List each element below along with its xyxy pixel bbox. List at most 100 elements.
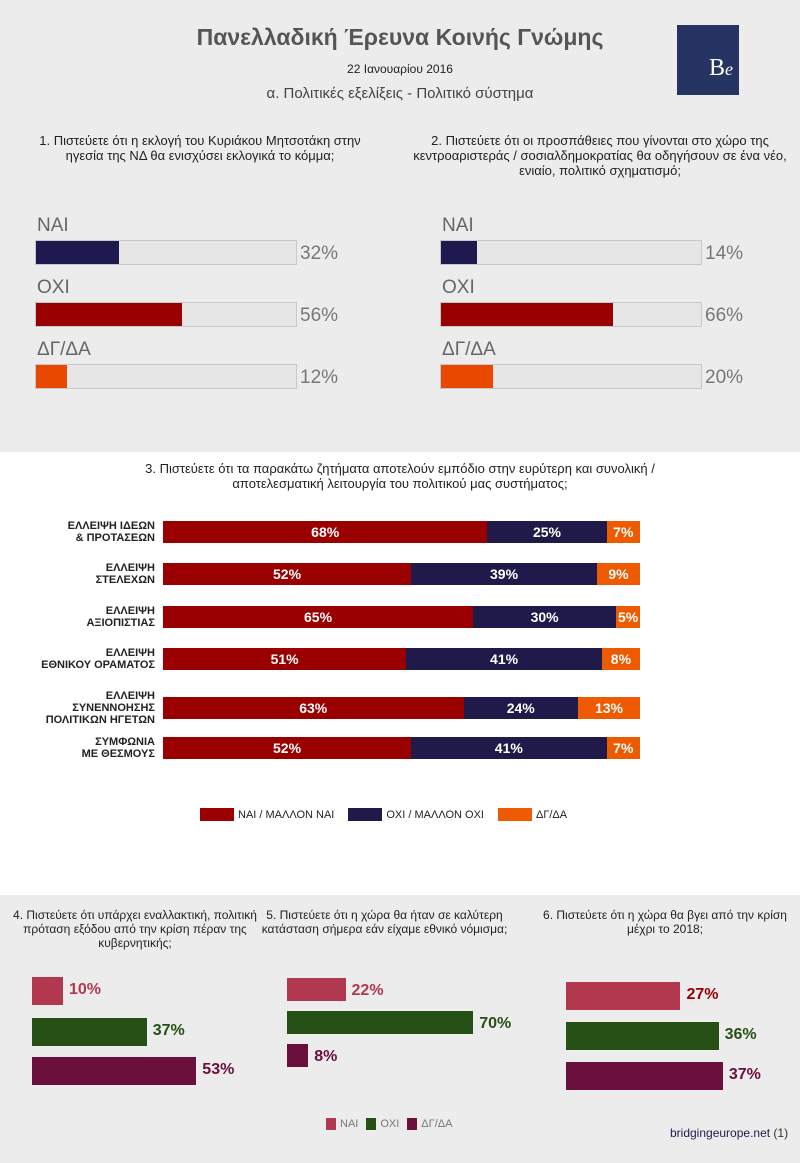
q5-value-label: 8% <box>314 1048 338 1065</box>
q5-value-label: 22% <box>351 982 384 999</box>
q3-row-label-line: ΣΤΕΛΕΧΩΝ <box>95 574 155 586</box>
legend-swatch <box>326 1118 336 1130</box>
legend-item: ΔΓ/ΔΑ <box>407 1118 452 1130</box>
survey-date: 22 Ιανουαρίου 2016 <box>347 62 453 76</box>
q1-bar <box>36 365 68 388</box>
q2-bar-track <box>440 302 702 327</box>
q2-bar <box>441 303 613 326</box>
legend-item: ΟΧΙ <box>366 1118 399 1130</box>
q3-stacked-bar: 51% 41% 8% <box>163 648 640 670</box>
q1-category-label: ΔΓ/ΔΑ <box>37 339 91 360</box>
q2-category-label: ΝΑΙ <box>442 215 474 236</box>
q3-row-label: ΣΥΜΦΩΝΙΑ ΜΕ ΘΕΣΜΟΥΣ <box>5 736 155 760</box>
q3-row-label-line: & ΠΡΟΤΑΣΕΩΝ <box>75 532 155 544</box>
q3-legend: ΝΑΙ / ΜΑΛΛΟΝ ΝΑΙ ΟΧΙ / ΜΑΛΛΟΝ ΟΧΙ ΔΓ/ΔΑ <box>200 808 567 821</box>
q3-stacked-bar: 52% 39% 9% <box>163 563 640 585</box>
legend-swatch <box>366 1118 377 1130</box>
legend-item: ΔΓ/ΔΑ <box>497 808 568 821</box>
q1-bar-track <box>35 302 297 327</box>
legend-label: ΔΓ/ΔΑ <box>535 808 568 821</box>
q2-bar-track <box>440 364 702 389</box>
q3-row-label-line: ΜΕ ΘΕΣΜΟΥΣ <box>81 748 155 760</box>
q3-row-label-line: ΑΞΙΟΠΙΣΤΙΑΣ <box>86 617 155 629</box>
q2-category-label: ΟΧΙ <box>442 277 475 298</box>
q3-row-label: ΕΛΛΕΙΨΗ ΣΥΝΕΝΝΟΗΣΗΣ ΠΟΛΙΤΙΚΩΝ ΗΓΕΤΩΝ <box>5 690 155 726</box>
q3-row-label-line: ΕΘΝΙΚΟΥ ΟΡΑΜΑΤΟΣ <box>41 659 155 671</box>
q3-segment: 65% <box>163 606 474 628</box>
q1-value-label: 32% <box>300 243 339 264</box>
q3-segment: 68% <box>163 521 488 543</box>
q3-panel <box>0 452 800 895</box>
q3-segment: 13% <box>577 697 640 719</box>
q3-row-label: ΕΛΛΕΙΨΗ ΕΘΝΙΚΟΥ ΟΡΑΜΑΤΟΣ <box>5 647 155 671</box>
q1-value-label: 12% <box>300 367 339 388</box>
logo: Be <box>677 25 739 95</box>
q2-value-label: 20% <box>705 367 744 388</box>
q3-title: 3. Πιστεύετε ότι τα παρακάτω ζητήματα απ… <box>145 461 655 491</box>
q4-bar <box>32 1057 197 1085</box>
legend-swatch <box>200 808 234 821</box>
q3-stacked-bar: 68% 25% 7% <box>163 521 640 543</box>
q6-value-label: 36% <box>724 1026 757 1043</box>
page-title: Πανελλαδική Έρευνα Κοινής Γνώμης <box>196 24 604 50</box>
q6-bar <box>566 1022 719 1050</box>
q4-title: 4. Πιστεύετε ότι υπάρχει εναλλακτική, πο… <box>13 908 257 950</box>
q3-segment: 52% <box>163 563 412 585</box>
source-link[interactable]: bridgingeurope.net <box>670 1126 771 1140</box>
q3-segment: 8% <box>601 648 640 670</box>
q2-bar-track <box>440 240 702 265</box>
q6-value-label: 27% <box>686 986 719 1003</box>
bottom-legend: ΝΑΙ ΟΧΙ ΔΓ/ΔΑ <box>326 1118 452 1130</box>
q2-title: 2. Πιστεύετε ότι οι προσπάθειες που γίνο… <box>413 133 787 178</box>
legend-label: ΟΧΙ <box>380 1118 400 1130</box>
q3-stacked-bar: 65% 30% 5% <box>163 606 640 628</box>
q6-value-label: 37% <box>728 1066 761 1083</box>
q2-category-label: ΔΓ/ΔΑ <box>442 339 496 360</box>
q3-row-label-line: ΕΛΛΕΙΨΗ <box>105 562 155 574</box>
q3-row-label-line: ΕΛΛΕΙΨΗ <box>105 647 155 659</box>
q3-row-label-line: ΕΛΛΕΙΨΗ <box>105 690 155 702</box>
q3-stacked-bar: 63% 24% 13% <box>163 697 640 719</box>
legend-label: ΝΑΙ / ΜΑΛΛΟΝ ΝΑΙ <box>238 808 335 821</box>
q4-bar <box>32 1018 147 1046</box>
legend-swatch <box>407 1118 418 1130</box>
q1-bar-track <box>35 364 297 389</box>
q3-stacked-bar: 52% 41% 7% <box>163 737 640 759</box>
q1-bar <box>36 303 182 326</box>
q3-segment: 7% <box>606 737 640 759</box>
q6-bar <box>566 982 681 1010</box>
legend-label: ΝΑΙ <box>340 1118 359 1130</box>
q2-bar <box>441 241 478 264</box>
q2-bar <box>441 365 493 388</box>
q6-title: 6. Πιστεύετε ότι η χώρα θα βγει από την … <box>543 908 787 936</box>
q3-row-label-line: ΣΥΝΕΝΝΟΗΣΗΣ <box>72 702 155 714</box>
legend-item: ΝΑΙ / ΜΑΛΛΟΝ ΝΑΙ <box>200 808 334 821</box>
q2-value-label: 66% <box>705 305 744 326</box>
q3-segment: 41% <box>406 648 602 670</box>
q2-value-label: 14% <box>705 243 744 264</box>
legend-label: ΔΓ/ΔΑ <box>421 1118 453 1130</box>
q3-segment: 41% <box>411 737 607 759</box>
q4-value-label: 10% <box>69 981 102 998</box>
q5-title: 5. Πιστεύετε ότι η χώρα θα ήταν σε καλύτ… <box>261 908 508 936</box>
q5-value-label: 70% <box>479 1015 512 1032</box>
q4-value-label: 53% <box>202 1061 235 1078</box>
q5-bar <box>287 1044 309 1067</box>
q3-segment: 52% <box>163 737 412 759</box>
q3-row-label-line: ΠΟΛΙΤΙΚΩΝ ΗΓΕΤΩΝ <box>45 714 155 726</box>
q4-bar <box>32 977 63 1005</box>
q3-segment: 51% <box>163 648 407 670</box>
q3-row-label-line: ΕΛΛΕΙΨΗ <box>105 605 155 617</box>
section-title: α. Πολιτικές εξελίξεις - Πολιτικό σύστημ… <box>266 85 534 102</box>
q4-value-label: 37% <box>152 1022 185 1039</box>
page-number: (1) <box>773 1126 789 1140</box>
q5-bar <box>287 978 346 1001</box>
q1-category-label: ΟΧΙ <box>37 277 70 298</box>
q5-bar <box>287 1011 474 1034</box>
q3-segment: 24% <box>463 697 578 719</box>
legend-label: ΟΧΙ / ΜΑΛΛΟΝ ΟΧΙ <box>386 808 484 821</box>
footer: bridgingeurope.net (1) <box>670 1126 788 1140</box>
q3-segment: 5% <box>616 606 640 628</box>
q6-bar <box>566 1062 723 1090</box>
q3-segment: 25% <box>487 521 607 543</box>
